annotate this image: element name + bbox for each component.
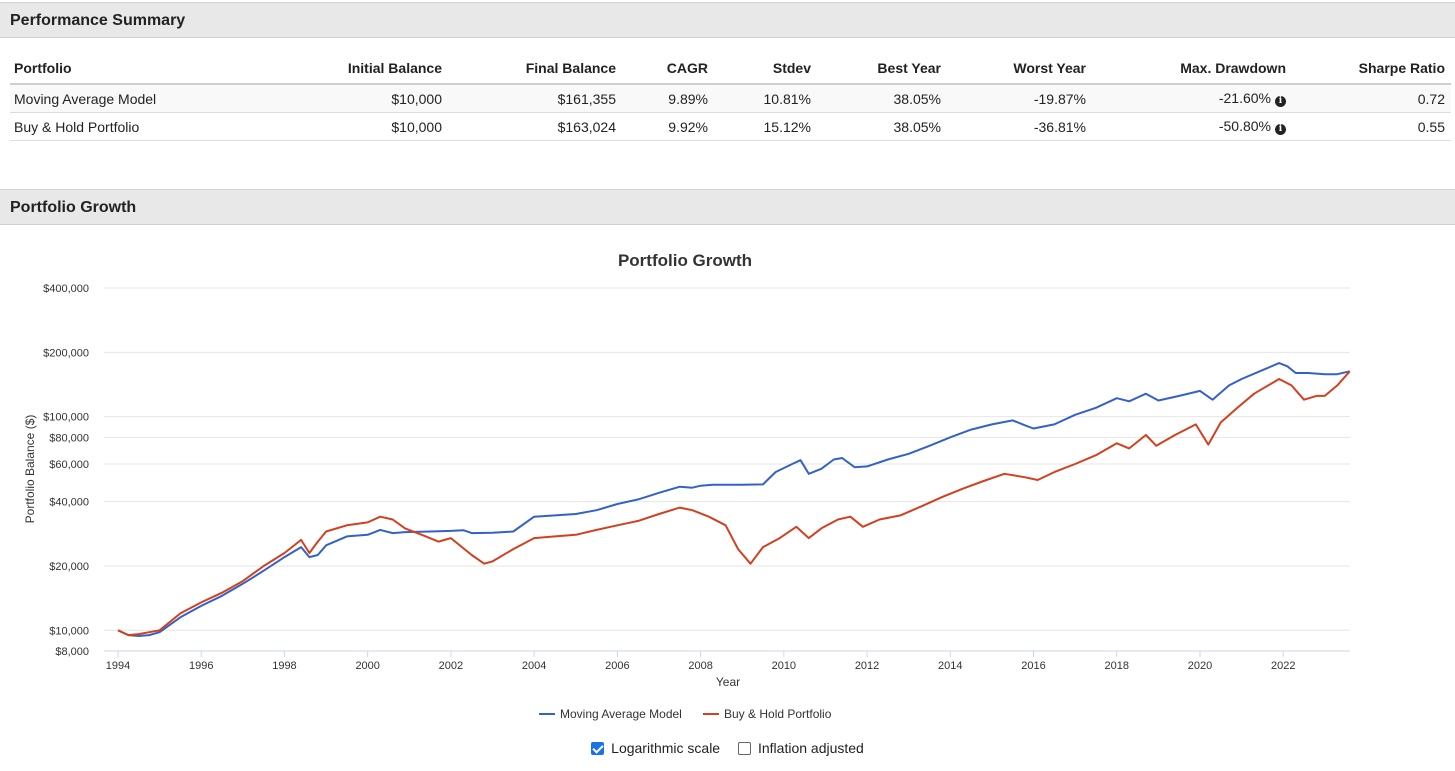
x-axis-title: Year bbox=[716, 675, 740, 689]
drawdown-value: -50.80% bbox=[1218, 118, 1271, 134]
x-tick-label: 2006 bbox=[605, 660, 629, 672]
performance-summary-header: Performance Summary bbox=[0, 2, 1455, 38]
col-sharpe-ratio: Sharpe Ratio bbox=[1292, 56, 1451, 85]
inflation-label: Inflation adjusted bbox=[757, 740, 864, 756]
log-scale-toggle[interactable]: Logarithmic scale bbox=[591, 740, 720, 756]
cell-best: 38.05% bbox=[817, 112, 947, 141]
cell-sharpe: 0.55 bbox=[1292, 112, 1451, 141]
x-tick-label: 2012 bbox=[855, 660, 879, 672]
cell-final: $163,024 bbox=[448, 112, 622, 141]
cell-cagr: 9.89% bbox=[622, 84, 714, 113]
x-tick-label: 2014 bbox=[938, 660, 962, 672]
y-tick-label: $200,000 bbox=[43, 347, 89, 359]
y-tick-label: $10,000 bbox=[49, 625, 89, 637]
performance-summary-table: Portfolio Initial Balance Final Balance … bbox=[10, 56, 1451, 141]
col-best-year: Best Year bbox=[817, 56, 947, 85]
cell-worst: -19.87% bbox=[947, 84, 1092, 113]
col-initial-balance: Initial Balance bbox=[220, 56, 448, 85]
cell-cagr: 9.92% bbox=[622, 112, 714, 141]
y-tick-label: $20,000 bbox=[49, 561, 89, 573]
cell-initial: $10,000 bbox=[220, 84, 448, 113]
table-row: Buy & Hold Portfolio $10,000 $163,024 9.… bbox=[10, 112, 1451, 141]
cell-final: $161,355 bbox=[448, 84, 622, 113]
x-tick-label: 2008 bbox=[688, 660, 712, 672]
series-line-moving-average-model bbox=[117, 362, 1351, 637]
cell-drawdown: -50.80% i bbox=[1092, 112, 1292, 141]
cell-stdev: 10.81% bbox=[714, 84, 817, 113]
y-axis-title: Portfolio Balance ($) bbox=[23, 415, 37, 524]
chart-options: Logarithmic scale Inflation adjusted bbox=[0, 740, 1455, 758]
x-tick-label: 2010 bbox=[772, 660, 796, 672]
cell-portfolio: Buy & Hold Portfolio bbox=[10, 112, 220, 141]
log-scale-label: Logarithmic scale bbox=[611, 740, 721, 756]
x-tick-label: 2002 bbox=[439, 660, 463, 672]
x-tick-label: 2018 bbox=[1105, 660, 1129, 672]
cell-drawdown: -21.60% i bbox=[1092, 84, 1292, 113]
x-tick-label: 2004 bbox=[522, 660, 546, 672]
info-icon[interactable]: i bbox=[1275, 96, 1286, 107]
cell-best: 38.05% bbox=[817, 84, 947, 113]
legend-label: Buy & Hold Portfolio bbox=[724, 707, 832, 721]
x-tick-label: 2000 bbox=[355, 660, 379, 672]
cell-sharpe: 0.72 bbox=[1292, 84, 1451, 113]
inflation-toggle[interactable]: Inflation adjusted bbox=[737, 740, 864, 756]
x-tick-label: 2016 bbox=[1021, 660, 1045, 672]
col-cagr: CAGR bbox=[622, 56, 714, 85]
cell-initial: $10,000 bbox=[220, 112, 448, 141]
inflation-checkbox[interactable] bbox=[737, 741, 751, 755]
col-portfolio: Portfolio bbox=[10, 56, 220, 85]
col-final-balance: Final Balance bbox=[448, 56, 622, 85]
performance-summary-title: Performance Summary bbox=[10, 12, 186, 29]
y-tick-label: $400,000 bbox=[43, 283, 89, 295]
y-tick-label: $60,000 bbox=[49, 459, 89, 471]
x-tick-label: 1994 bbox=[106, 660, 130, 672]
col-max-drawdown: Max. Drawdown bbox=[1092, 56, 1292, 85]
series-line-buy-hold-portfolio bbox=[117, 370, 1351, 637]
y-tick-label: $40,000 bbox=[49, 497, 89, 509]
x-tick-label: 1996 bbox=[189, 660, 213, 672]
x-tick-label: 2022 bbox=[1271, 660, 1295, 672]
legend-label: Moving Average Model bbox=[560, 707, 682, 721]
portfolio-growth-chart: Portfolio Growth $8,000 $10,000 $20,000 $40,… bbox=[23, 251, 1351, 721]
table-header-row: Portfolio Initial Balance Final Balance … bbox=[10, 56, 1451, 85]
y-tick-label: $100,000 bbox=[43, 412, 89, 424]
col-worst-year: Worst Year bbox=[947, 56, 1092, 85]
cell-worst: -36.81% bbox=[947, 112, 1092, 141]
portfolio-growth-header: Portfolio Growth bbox=[0, 189, 1455, 225]
drawdown-value: -21.60% bbox=[1218, 90, 1271, 106]
y-tick-label: $80,000 bbox=[49, 432, 89, 444]
cell-stdev: 15.12% bbox=[714, 112, 817, 141]
y-tick-label: $8,000 bbox=[55, 646, 89, 658]
chart-title: Portfolio Growth bbox=[618, 251, 752, 270]
portfolio-growth-title: Portfolio Growth bbox=[10, 199, 137, 216]
info-icon[interactable]: i bbox=[1275, 124, 1286, 135]
table-row: Moving Average Model $10,000 $161,355 9.… bbox=[10, 84, 1451, 113]
log-scale-checkbox[interactable] bbox=[591, 741, 605, 755]
cell-portfolio: Moving Average Model bbox=[10, 84, 220, 113]
col-stdev: Stdev bbox=[714, 56, 817, 85]
x-tick-label: 1998 bbox=[272, 660, 296, 672]
x-tick-label: 2020 bbox=[1188, 660, 1212, 672]
